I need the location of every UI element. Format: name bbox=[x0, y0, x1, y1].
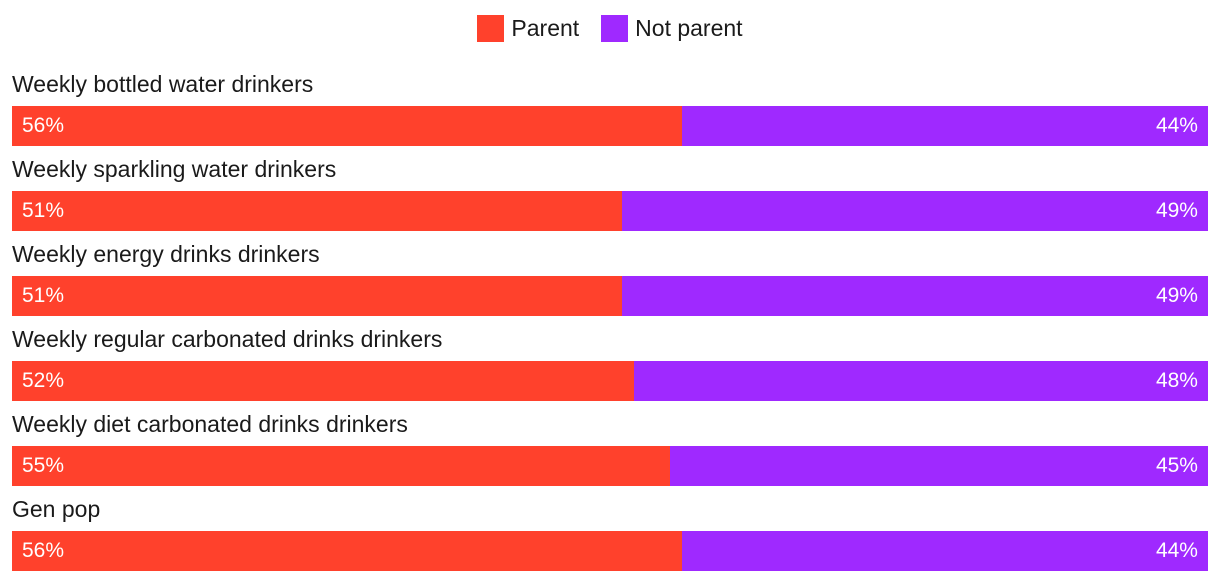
chart-row: Weekly diet carbonated drinks drinkers 55… bbox=[12, 406, 1208, 491]
bar-segment-parent: 51% bbox=[12, 276, 622, 316]
data-label: 49% bbox=[1155, 199, 1198, 222]
category-label: Weekly diet carbonated drinks drinkers bbox=[12, 411, 408, 437]
data-label: 44% bbox=[1155, 539, 1198, 562]
chart-row: Weekly bottled water drinkers 56% 44% bbox=[12, 66, 1208, 151]
stacked-bar: 56% 44% bbox=[12, 106, 1208, 146]
category-label: Weekly regular carbonated drinks drinker… bbox=[12, 326, 443, 352]
chart-row: Weekly regular carbonated drinks drinker… bbox=[12, 321, 1208, 406]
chart-legend: Parent Not parent bbox=[0, 14, 1220, 42]
data-label: 56% bbox=[22, 114, 65, 137]
stacked-bar-chart: Weekly bottled water drinkers 56% 44% Weekl… bbox=[12, 66, 1208, 576]
bar-segment-parent: 56% bbox=[12, 106, 682, 146]
data-label: 51% bbox=[22, 199, 65, 222]
bar-segment-parent: 51% bbox=[12, 191, 622, 231]
data-label: 51% bbox=[22, 284, 65, 307]
data-label: 55% bbox=[22, 454, 65, 477]
category-label: Weekly bottled water drinkers bbox=[12, 71, 314, 97]
category-label: Weekly energy drinks drinkers bbox=[12, 241, 320, 267]
category-label: Weekly sparkling water drinkers bbox=[12, 156, 337, 182]
category-label: Gen pop bbox=[12, 496, 101, 522]
chart-row: Weekly energy drinks drinkers 51% 49% bbox=[12, 236, 1208, 321]
data-label: 45% bbox=[1155, 454, 1198, 477]
bar-segment-parent: 56% bbox=[12, 531, 682, 571]
bar-segment-not-parent: 49% bbox=[621, 191, 1208, 231]
legend-swatch-not-parent bbox=[601, 14, 629, 42]
bar-segment-not-parent: 49% bbox=[621, 276, 1208, 316]
legend-swatch-parent bbox=[477, 14, 505, 42]
stacked-bar: 51% 49% bbox=[12, 276, 1208, 316]
stacked-bar: 55% 45% bbox=[12, 446, 1208, 486]
bar-segment-not-parent: 44% bbox=[681, 106, 1208, 146]
data-label: 48% bbox=[1155, 369, 1198, 392]
legend-label-parent: Parent bbox=[511, 14, 580, 41]
data-label: 52% bbox=[22, 369, 65, 392]
bar-segment-parent: 52% bbox=[12, 361, 634, 401]
legend-item-parent: Parent bbox=[477, 14, 580, 42]
legend-label-not-parent: Not parent bbox=[635, 14, 743, 41]
bar-segment-not-parent: 45% bbox=[669, 446, 1208, 486]
legend-item-not-parent: Not parent bbox=[601, 14, 743, 42]
data-label: 44% bbox=[1155, 114, 1198, 137]
stacked-bar: 52% 48% bbox=[12, 361, 1208, 401]
chart-row: Gen pop 56% 44% bbox=[12, 491, 1208, 576]
data-label: 56% bbox=[22, 539, 65, 562]
bar-segment-parent: 55% bbox=[12, 446, 670, 486]
stacked-bar: 56% 44% bbox=[12, 531, 1208, 571]
stacked-bar: 51% 49% bbox=[12, 191, 1208, 231]
bar-segment-not-parent: 48% bbox=[633, 361, 1208, 401]
bar-segment-not-parent: 44% bbox=[681, 531, 1208, 571]
data-label: 49% bbox=[1155, 284, 1198, 307]
chart-row: Weekly sparkling water drinkers 51% 49% bbox=[12, 151, 1208, 236]
